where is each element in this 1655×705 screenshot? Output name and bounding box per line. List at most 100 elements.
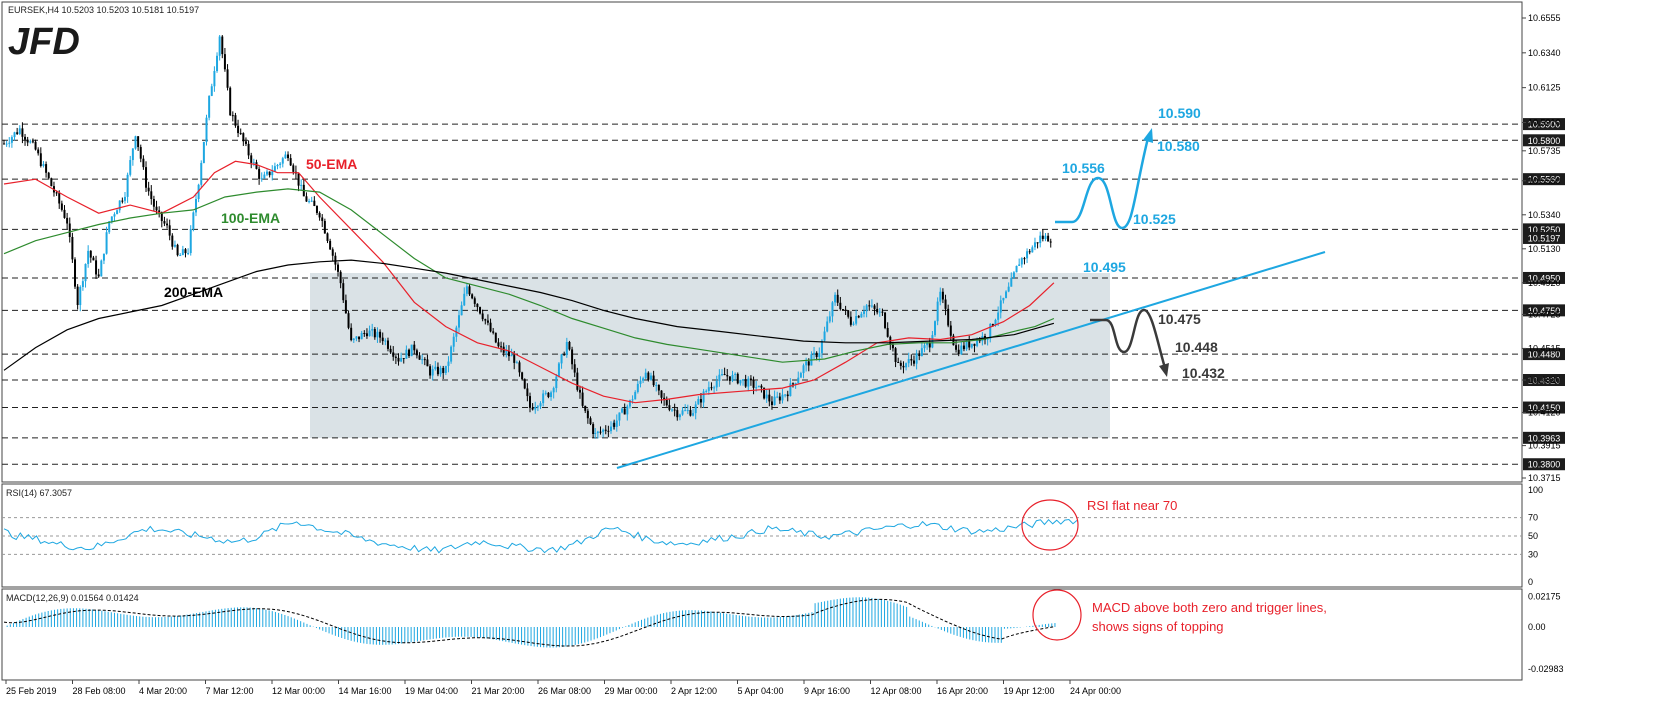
candle-body [826, 321, 829, 332]
candle-body [671, 409, 674, 411]
candle-body [218, 36, 221, 56]
candle-body [534, 407, 537, 410]
time-tick-label: 29 Mar 00:00 [605, 686, 658, 696]
candle-body [518, 362, 521, 373]
candle-body [863, 311, 866, 314]
candle-body [1047, 235, 1050, 242]
time-tick-label: 5 Apr 04:00 [738, 686, 784, 696]
candle-body [358, 336, 361, 340]
candle-body [894, 348, 897, 362]
candle-body [352, 338, 355, 341]
candle-body [457, 315, 460, 328]
candle-body [820, 340, 823, 354]
candle-body [628, 400, 631, 407]
candle-body [613, 422, 616, 427]
candle-body [584, 405, 587, 411]
candle-body [16, 132, 19, 134]
candle-body [973, 343, 976, 346]
candle-body [763, 387, 766, 399]
time-tick-label: 19 Apr 12:00 [1004, 686, 1055, 696]
candle-body [920, 348, 923, 357]
candle-body [266, 171, 268, 175]
candle-body [373, 329, 376, 338]
time-tick-label: 14 Mar 16:00 [339, 686, 392, 696]
candle-body [310, 200, 313, 202]
candle-body [818, 353, 821, 358]
candle-body [42, 164, 45, 166]
candle-body [10, 137, 13, 143]
candle-body [168, 225, 171, 236]
candle-body [692, 413, 695, 416]
candle-body [344, 300, 347, 314]
candle-body [728, 376, 731, 381]
candle-body [623, 408, 626, 415]
candle-body [365, 333, 368, 337]
candle-body [308, 201, 311, 203]
candle-body [986, 338, 989, 340]
candle-body [342, 283, 345, 301]
candle-body [192, 212, 195, 230]
candle-body [410, 344, 413, 357]
candle-body [578, 389, 581, 393]
candle-body [773, 396, 776, 406]
price-tick-label: 10.6555 [1528, 13, 1561, 23]
candle-body [1015, 265, 1018, 273]
candle-body [1044, 235, 1047, 239]
candle-body [287, 154, 290, 159]
candle-body [726, 375, 729, 377]
candle-body [912, 360, 915, 364]
candle-body [166, 223, 169, 226]
candle-body [323, 220, 326, 234]
candle-body [405, 349, 408, 359]
candle-body [305, 196, 308, 202]
candle-body [300, 184, 303, 186]
candle-body [181, 249, 184, 256]
candle-body [576, 372, 579, 390]
candle-body [158, 210, 161, 213]
candle-body [297, 173, 300, 186]
candle-body [915, 353, 918, 364]
candle-body [471, 294, 474, 299]
candle-body [255, 162, 258, 169]
candle-body [586, 410, 589, 419]
candle-body [542, 393, 545, 404]
candle-body [573, 364, 576, 373]
rsi-line [3, 518, 1078, 554]
candle-body [176, 244, 179, 256]
candle-body [802, 365, 805, 374]
candle-body [736, 373, 739, 384]
candle-body [239, 133, 242, 135]
candle-body [970, 343, 973, 348]
candle-body [852, 323, 855, 325]
candle-body [905, 363, 908, 368]
candle-body [634, 392, 637, 400]
candle-body [515, 362, 518, 364]
candle-body [991, 324, 994, 326]
horizontal-levels [2, 123, 1522, 465]
candle-body [749, 378, 752, 381]
candle-body [844, 309, 847, 311]
candle-body [355, 336, 358, 339]
level-badge [1523, 231, 1565, 244]
candle-body [213, 71, 216, 87]
ema-line-50-ema [3, 160, 1055, 404]
candle-body [560, 354, 563, 364]
time-tick-label: 9 Apr 16:00 [804, 686, 850, 696]
candle-body [376, 331, 379, 338]
candle-body [66, 217, 69, 224]
price-tick-label: 10.4515 [1528, 343, 1561, 353]
candle-body [247, 143, 250, 156]
macd-note-line2: shows signs of topping [1092, 619, 1224, 634]
candle-body [492, 331, 495, 333]
candle-body [526, 388, 529, 397]
time-tick-label: 24 Apr 00:00 [1070, 686, 1121, 696]
candle-body [936, 301, 939, 322]
candle-body [770, 401, 773, 406]
candle-body [139, 147, 142, 159]
candle-body [663, 397, 666, 400]
candle-body [744, 379, 747, 387]
rsi-tick-label: 100 [1528, 485, 1543, 495]
candle-body [713, 387, 716, 389]
candle-body [707, 387, 710, 391]
candle-body [697, 399, 700, 405]
